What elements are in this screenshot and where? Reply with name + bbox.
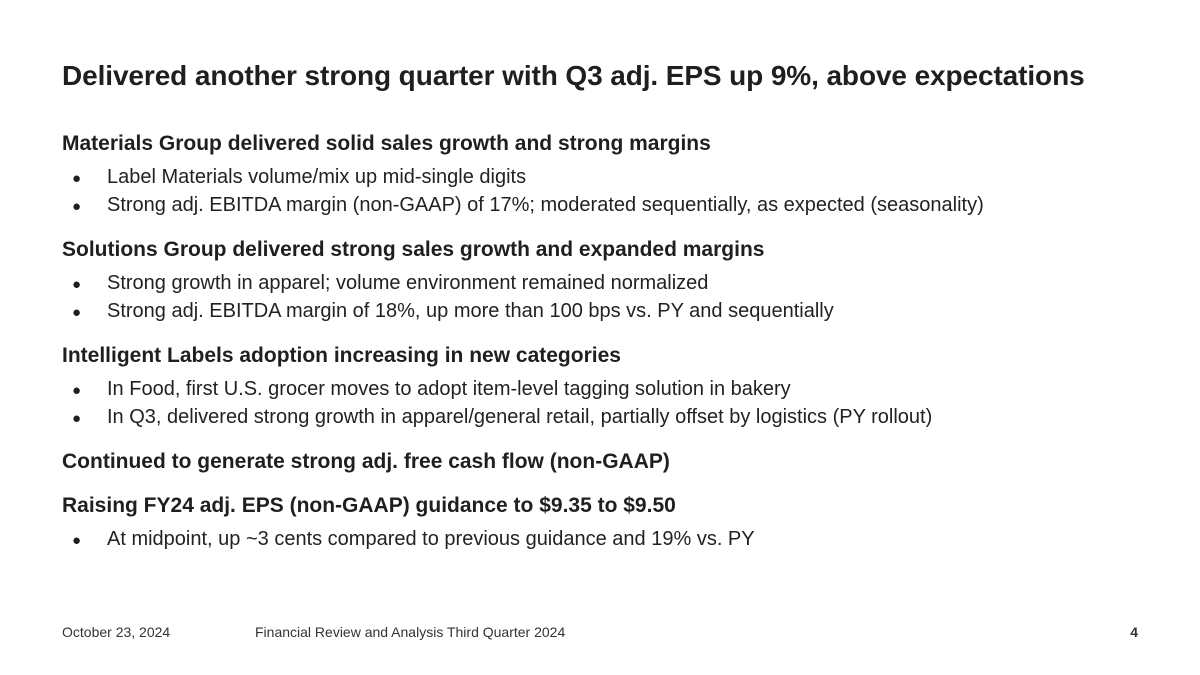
bullet-list: ● Label Materials volume/mix up mid-sing…	[62, 164, 1142, 220]
bullet-item: ● Strong adj. EBITDA margin (non-GAAP) o…	[62, 192, 1142, 220]
bullet-icon: ●	[72, 382, 82, 399]
section-heading: Solutions Group delivered strong sales g…	[62, 238, 765, 261]
bullet-text: Strong growth in apparel; volume environ…	[107, 272, 709, 294]
section-heading: Materials Group delivered solid sales gr…	[62, 132, 711, 155]
bullet-text: In Food, first U.S. grocer moves to adop…	[107, 378, 791, 400]
section-heading: Intelligent Labels adoption increasing i…	[62, 344, 621, 367]
slide-title: Delivered another strong quarter with Q3…	[62, 60, 1085, 91]
bullet-icon: ●	[72, 532, 82, 549]
section-intelligent-labels: Intelligent Labels adoption increasing i…	[62, 342, 1142, 432]
bullet-item: ● Strong adj. EBITDA margin of 18%, up m…	[62, 298, 1142, 326]
bullet-text: At midpoint, up ~3 cents compared to pre…	[107, 528, 755, 550]
page-number: 4	[1130, 624, 1138, 640]
bullet-text: Label Materials volume/mix up mid-single…	[107, 166, 527, 188]
bullet-icon: ●	[72, 198, 82, 215]
bullet-list: ● Strong growth in apparel; volume envir…	[62, 270, 1142, 326]
bullet-icon: ●	[72, 410, 82, 427]
bullet-icon: ●	[72, 304, 82, 321]
footer-date: October 23, 2024	[62, 624, 171, 640]
bullet-text: Strong adj. EBITDA margin (non-GAAP) of …	[107, 194, 984, 216]
bullet-item: ● In Q3, delivered strong growth in appa…	[62, 404, 1142, 432]
section-guidance: Raising FY24 adj. EPS (non-GAAP) guidanc…	[62, 492, 1142, 554]
bullet-icon: ●	[72, 170, 82, 187]
section-materials-group: Materials Group delivered solid sales gr…	[62, 130, 1142, 220]
bullet-icon: ●	[72, 276, 82, 293]
section-heading: Continued to generate strong adj. free c…	[62, 450, 670, 473]
slide-content: Materials Group delivered solid sales gr…	[62, 130, 1142, 570]
footer-document-title: Financial Review and Analysis Third Quar…	[255, 624, 566, 640]
bullet-list: ● In Food, first U.S. grocer moves to ad…	[62, 376, 1142, 432]
bullet-list: ● At midpoint, up ~3 cents compared to p…	[62, 526, 1142, 554]
section-heading: Raising FY24 adj. EPS (non-GAAP) guidanc…	[62, 494, 676, 517]
bullet-item: ● Strong growth in apparel; volume envir…	[62, 270, 1142, 298]
bullet-text: In Q3, delivered strong growth in appare…	[107, 406, 933, 428]
bullet-item: ● In Food, first U.S. grocer moves to ad…	[62, 376, 1142, 404]
slide-footer: October 23, 2024 Financial Review and An…	[62, 624, 1138, 644]
bullet-item: ● Label Materials volume/mix up mid-sing…	[62, 164, 1142, 192]
section-solutions-group: Solutions Group delivered strong sales g…	[62, 236, 1142, 326]
bullet-item: ● At midpoint, up ~3 cents compared to p…	[62, 526, 1142, 554]
bullet-text: Strong adj. EBITDA margin of 18%, up mor…	[107, 300, 834, 322]
section-free-cash-flow: Continued to generate strong adj. free c…	[62, 448, 1142, 476]
